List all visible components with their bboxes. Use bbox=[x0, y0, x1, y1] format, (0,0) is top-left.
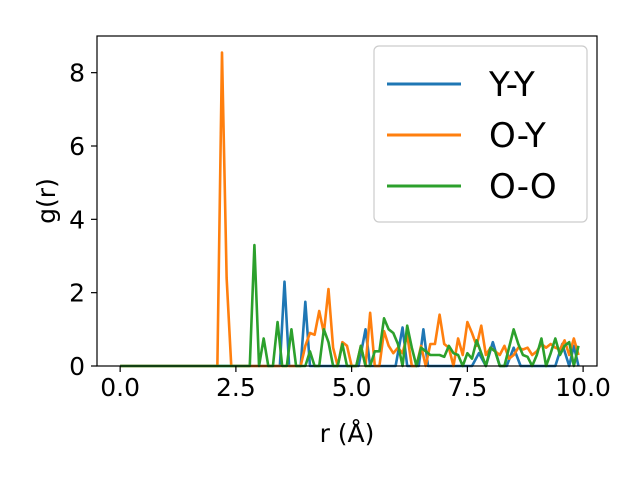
y-axis: 0 2 4 6 8 bbox=[69, 59, 97, 381]
y-tick-label: 0 bbox=[69, 352, 85, 381]
x-tick-label: 10.0 bbox=[555, 373, 611, 402]
y-tick-label: 4 bbox=[69, 205, 85, 234]
y-tick-label: 8 bbox=[69, 59, 85, 88]
legend-label-3: O-O bbox=[489, 167, 557, 207]
x-tick-label: 0.0 bbox=[100, 373, 140, 402]
x-tick-label: 2.5 bbox=[216, 373, 256, 402]
legend-label-2: O-Y bbox=[489, 116, 546, 156]
y-tick-label: 2 bbox=[69, 279, 85, 308]
legend-box bbox=[373, 45, 588, 223]
axes-frame bbox=[96, 35, 598, 367]
series-line-2 bbox=[120, 51, 580, 368]
legend-label-1: Y-Y bbox=[488, 65, 535, 105]
legend: Y-Y O-Y O-O bbox=[373, 45, 588, 223]
x-tick-label: 7.5 bbox=[447, 373, 487, 402]
x-axis-label: r (Å) bbox=[320, 419, 375, 448]
x-axis: 0.0 2.5 5.0 7.5 10.0 bbox=[100, 366, 611, 402]
x-tick-label: 5.0 bbox=[332, 373, 372, 402]
y-axis-label: g(r) bbox=[32, 178, 61, 224]
y-tick-label: 6 bbox=[69, 132, 85, 161]
